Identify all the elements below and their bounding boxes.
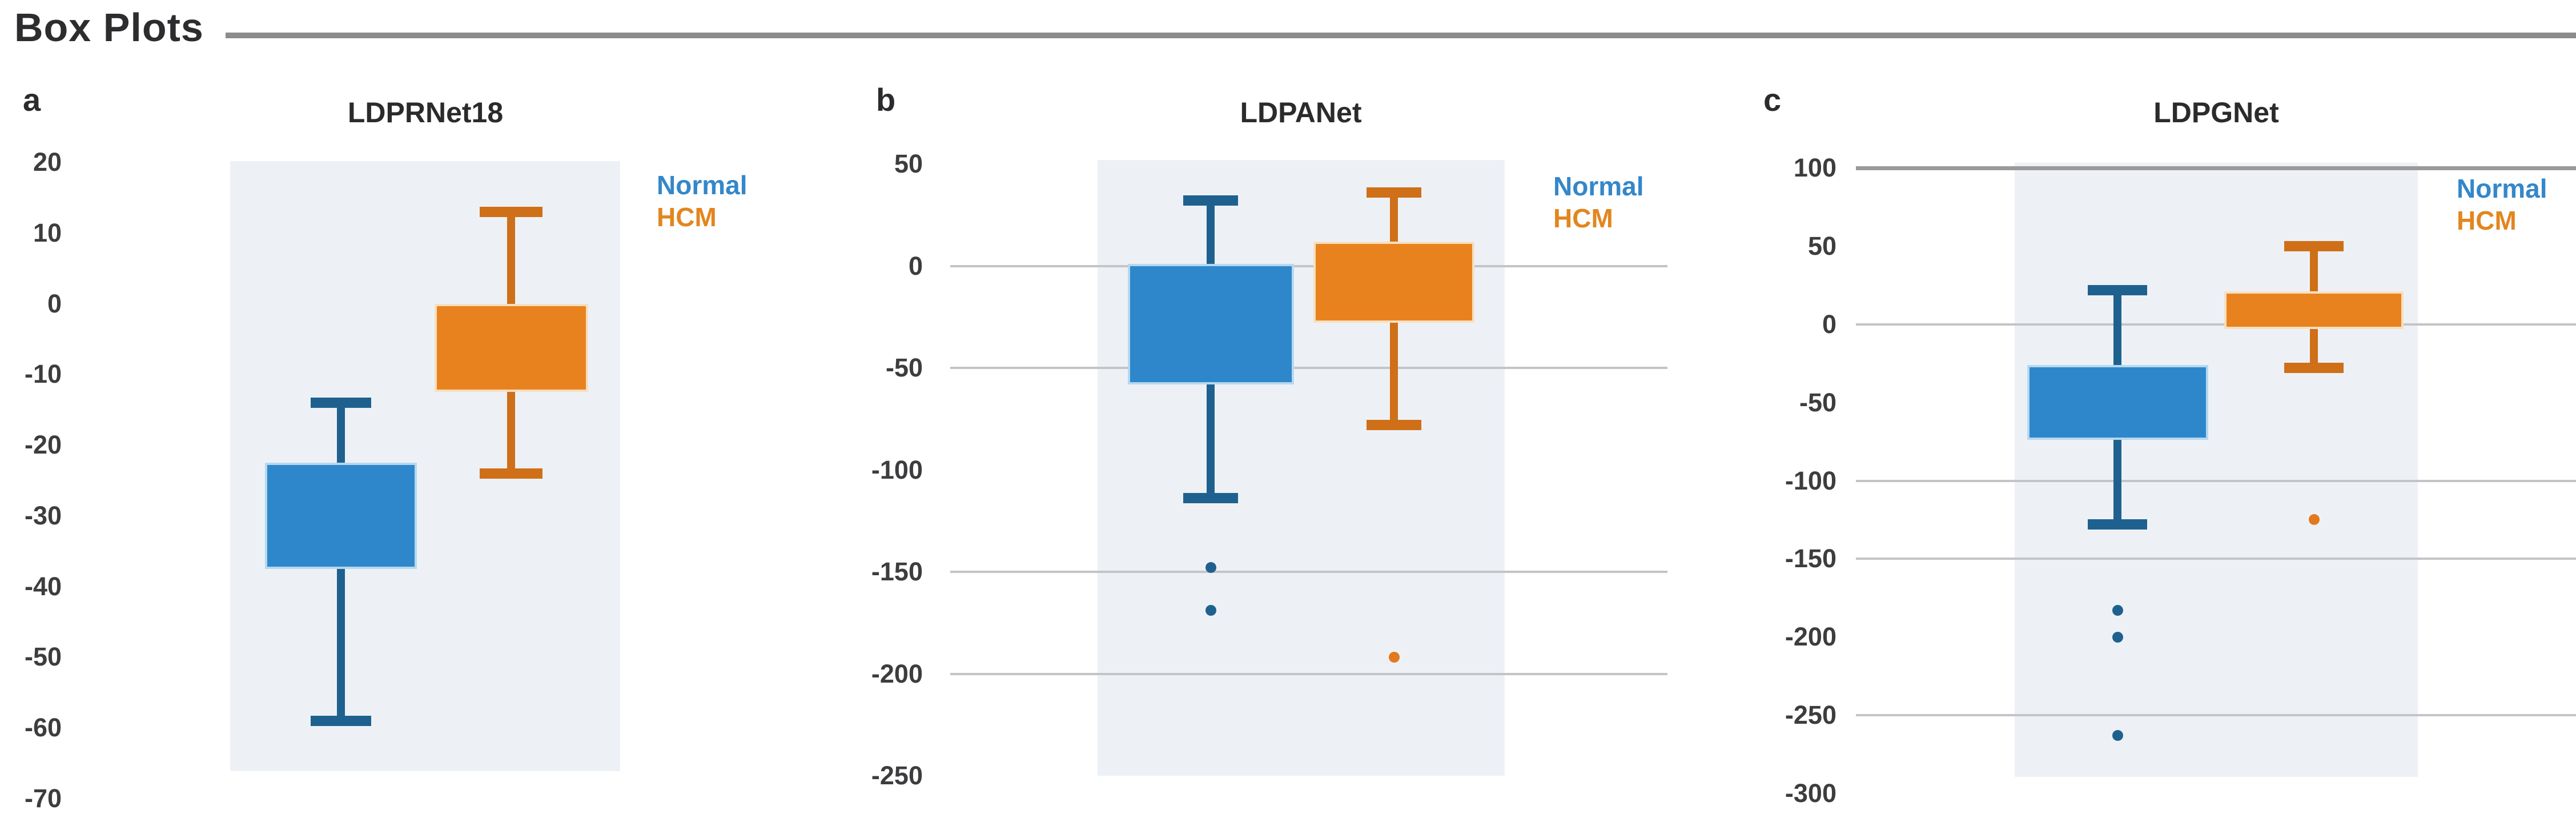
gridline--150 bbox=[1856, 558, 2576, 560]
y-tick-label: 20 bbox=[33, 147, 62, 177]
whisker-cap-low-hcm bbox=[1367, 419, 1421, 430]
y-tick-label: -50 bbox=[24, 642, 62, 672]
gridline-0 bbox=[1856, 323, 2576, 326]
outlier-dot-normal bbox=[1205, 605, 1216, 616]
outlier-dot-hcm bbox=[2308, 514, 2320, 526]
y-tick-label: 50 bbox=[894, 149, 923, 178]
panel-title-ldprnet18: LDPRNet18 bbox=[347, 97, 504, 129]
whisker-cap-low-normal bbox=[311, 715, 371, 726]
whisker-cap-high-hcm bbox=[2284, 240, 2344, 251]
gridline--150 bbox=[950, 571, 1667, 573]
y-tick-label: -300 bbox=[1785, 779, 1836, 808]
box-hcm bbox=[1313, 241, 1474, 323]
outlier-dot-normal bbox=[1205, 562, 1216, 574]
y-tick-label: -50 bbox=[885, 353, 923, 382]
panel-letter-b: b bbox=[876, 82, 896, 118]
gridline--200 bbox=[950, 672, 1667, 675]
whisker-cap-high-normal bbox=[311, 397, 371, 408]
gridline-100 bbox=[1856, 166, 2576, 170]
box-normal bbox=[2027, 364, 2208, 440]
whisker-cap-high-hcm bbox=[1367, 187, 1421, 198]
y-tick-label: 0 bbox=[47, 288, 62, 318]
legend-normal-label: Normal bbox=[1553, 171, 1644, 201]
y-tick-label: -200 bbox=[1785, 622, 1836, 652]
legend-hcm-label: HCM bbox=[2457, 206, 2517, 235]
box-hcm bbox=[2224, 291, 2404, 329]
box-normal bbox=[1127, 263, 1294, 384]
y-tick-label: 0 bbox=[1822, 309, 1836, 339]
plot-area-c bbox=[2015, 163, 2418, 777]
legend-hcm-label: HCM bbox=[657, 202, 717, 232]
y-tick-label: -100 bbox=[1785, 466, 1836, 495]
outlier-dot-normal bbox=[2112, 631, 2123, 643]
box-normal bbox=[265, 463, 417, 569]
outlier-dot-normal bbox=[2112, 730, 2123, 741]
box-hcm bbox=[434, 303, 588, 392]
gridline--50 bbox=[950, 367, 1667, 369]
y-tick-label: -200 bbox=[871, 659, 923, 688]
whisker-cap-low-normal bbox=[2088, 519, 2147, 530]
y-tick-label: -150 bbox=[871, 557, 923, 586]
whisker-cap-low-normal bbox=[1183, 493, 1238, 504]
legend-hcm-label: HCM bbox=[1553, 203, 1613, 233]
y-tick-label: -70 bbox=[24, 784, 62, 813]
whisker-cap-high-normal bbox=[2088, 284, 2147, 295]
y-tick-label: 100 bbox=[1793, 153, 1836, 182]
y-tick-label: -30 bbox=[24, 500, 62, 530]
gridline-0 bbox=[950, 264, 1667, 267]
panel-letter-c: c bbox=[1763, 82, 1782, 118]
y-tick-label: -20 bbox=[24, 430, 62, 460]
gridline--250 bbox=[1856, 714, 2576, 717]
y-tick-label: -60 bbox=[24, 713, 62, 743]
panel-title-ldpanet: LDPANet bbox=[1240, 97, 1362, 129]
gridline--100 bbox=[1856, 479, 2576, 482]
legend-normal-label: Normal bbox=[2457, 174, 2547, 203]
panel-title-ldpgnet: LDPGNet bbox=[2153, 97, 2279, 129]
legend-normal-label: Normal bbox=[657, 170, 748, 200]
legend-b: Normal HCM bbox=[1553, 170, 1643, 234]
y-tick-label: -50 bbox=[1799, 387, 1836, 417]
legend-c: Normal HCM bbox=[2457, 173, 2547, 236]
y-tick-label: -100 bbox=[871, 455, 923, 484]
whisker-cap-high-normal bbox=[1183, 195, 1238, 206]
y-tick-label: -40 bbox=[24, 571, 62, 601]
outlier-dot-normal bbox=[2112, 605, 2123, 616]
y-tick-label: -150 bbox=[1785, 544, 1836, 574]
y-tick-label: 0 bbox=[908, 251, 923, 280]
y-tick-label: 50 bbox=[1807, 231, 1836, 260]
y-tick-label: -250 bbox=[1785, 700, 1836, 730]
whisker-cap-low-hcm bbox=[480, 468, 542, 479]
legend-a: Normal HCM bbox=[657, 169, 747, 233]
whisker-cap-low-hcm bbox=[2284, 363, 2344, 374]
panel-letter-a: a bbox=[23, 82, 41, 118]
y-tick-label: -250 bbox=[871, 761, 923, 790]
header-divider-line bbox=[226, 33, 2576, 38]
outlier-dot-hcm bbox=[1388, 652, 1400, 663]
y-tick-label: 10 bbox=[33, 218, 62, 247]
whisker-cap-high-hcm bbox=[480, 206, 542, 217]
figure-title: Box Plots bbox=[14, 5, 204, 50]
y-tick-label: -10 bbox=[24, 359, 62, 389]
